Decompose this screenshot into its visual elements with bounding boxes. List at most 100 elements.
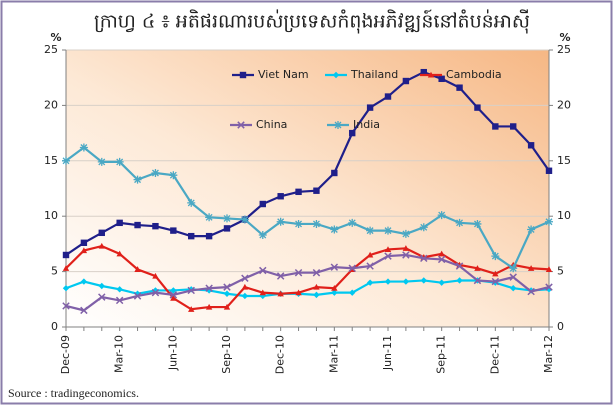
marker: [116, 286, 123, 293]
marker: [474, 265, 481, 271]
marker: [455, 262, 464, 270]
marker: [223, 214, 231, 223]
marker: [188, 232, 195, 240]
series: [62, 143, 553, 273]
marker: [205, 232, 213, 240]
marker: [133, 175, 142, 184]
marker: [312, 268, 321, 277]
marker: [205, 213, 214, 222]
marker: [241, 274, 249, 282]
marker: [456, 84, 463, 91]
marker: [80, 247, 88, 254]
x-tick-label: Sep-10: [220, 335, 233, 374]
y2-tick-label: 0: [557, 320, 564, 333]
marker: [402, 77, 410, 85]
y2-tick-label: 25: [557, 43, 571, 56]
marker: [545, 217, 553, 226]
marker: [313, 187, 320, 194]
marker: [510, 123, 517, 130]
chart-title: ក្រាហ្វ ៤ ៖ អតិផរណារបស់ប្រទេសកំពុងអភិវឌ្…: [94, 9, 530, 35]
marker: [79, 143, 88, 152]
y-tick-label: 20: [44, 98, 58, 111]
marker: [259, 200, 266, 208]
marker: [259, 289, 266, 296]
plot-area: [66, 50, 549, 327]
marker: [62, 285, 70, 292]
marker: [276, 217, 285, 226]
marker: [419, 223, 428, 232]
marker: [294, 219, 303, 228]
marker: [152, 222, 159, 230]
marker: [332, 71, 340, 79]
marker: [223, 303, 231, 310]
x-tick-label: Dec-10: [274, 335, 287, 374]
marker: [384, 93, 392, 100]
marker: [348, 218, 357, 227]
marker: [169, 171, 178, 180]
source: Source : tradingeconomics.: [8, 386, 139, 400]
marker: [205, 284, 213, 292]
marker: [98, 229, 105, 237]
marker: [527, 265, 535, 271]
marker: [80, 239, 88, 246]
legend-label: Viet Nam: [258, 68, 309, 81]
marker: [510, 285, 517, 292]
y-tick-label: 10: [44, 209, 58, 222]
x-tick-label: Mar-10: [113, 335, 126, 373]
marker: [276, 272, 285, 280]
marker: [133, 292, 142, 300]
marker: [115, 296, 124, 305]
y-tick-label: 15: [44, 154, 58, 167]
marker: [187, 286, 195, 295]
marker: [331, 285, 338, 291]
marker: [62, 251, 70, 259]
y-axis-label: %: [50, 31, 61, 44]
marker: [545, 266, 553, 272]
marker: [366, 226, 375, 235]
marker: [545, 283, 553, 291]
marker: [492, 123, 499, 130]
marker: [295, 289, 302, 296]
x-tick-label: Mar-11: [327, 335, 340, 373]
marker: [545, 167, 553, 174]
marker: [151, 288, 160, 297]
y2-axis-label: %: [559, 31, 570, 44]
y-tick-label: 25: [44, 43, 58, 56]
marker: [384, 252, 392, 260]
marker: [402, 278, 410, 285]
legend-label: Cambodia: [446, 68, 502, 81]
marker: [98, 293, 106, 301]
x-tick-label: Jun-11: [381, 335, 394, 371]
series-line: [65, 253, 550, 312]
marker: [62, 302, 70, 310]
marker: [116, 250, 123, 257]
marker: [80, 278, 88, 285]
marker: [438, 250, 445, 257]
marker: [491, 252, 500, 261]
marker: [134, 221, 141, 229]
marker: [223, 225, 231, 232]
marker: [492, 270, 499, 277]
marker: [420, 277, 427, 284]
marker: [259, 266, 267, 275]
marker: [277, 290, 284, 297]
marker: [366, 279, 374, 286]
series: [62, 251, 553, 315]
marker: [509, 273, 517, 281]
marker: [491, 277, 500, 286]
marker: [98, 242, 105, 249]
marker: [438, 279, 445, 286]
marker: [527, 287, 535, 296]
marker: [258, 231, 267, 240]
series: [62, 68, 553, 259]
x-tick-label: Dec-09: [59, 335, 72, 374]
marker: [455, 218, 464, 227]
marker: [116, 219, 123, 227]
marker: [313, 291, 320, 299]
series-line: [65, 146, 550, 270]
marker: [223, 283, 231, 291]
marker: [438, 75, 445, 83]
y2-tick-label: 5: [557, 265, 564, 278]
marker: [134, 266, 141, 272]
marker: [437, 211, 446, 220]
